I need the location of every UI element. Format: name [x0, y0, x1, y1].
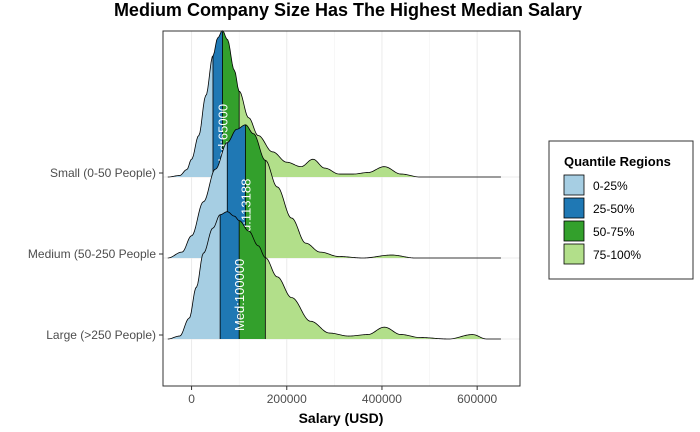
- legend-swatch: [563, 197, 585, 219]
- x-axis-title: Salary (USD): [299, 410, 384, 426]
- legend-swatch: [563, 174, 585, 196]
- quantile-region-4: [265, 257, 501, 339]
- legend-title: Quantile Regions: [564, 154, 671, 169]
- legend-label: 50-75%: [593, 225, 635, 239]
- quantile-region-2: [220, 211, 240, 339]
- y-tick-label: Large (>250 People): [46, 328, 156, 342]
- x-tick-label: 600000: [457, 392, 497, 406]
- density-outline: [167, 124, 501, 259]
- ridge-3: Med:100000: [167, 211, 501, 340]
- legend-label: 25-50%: [593, 202, 635, 216]
- y-tick-label: Medium (50-250 People: [28, 247, 156, 261]
- x-axis: 0 200000 400000 600000: [188, 386, 498, 406]
- legend-label: 75-100%: [593, 248, 641, 262]
- x-tick-label: 200000: [267, 392, 307, 406]
- median-label: Med:100000: [232, 259, 247, 331]
- quantile-region-3: [239, 220, 266, 339]
- quantile-region-3: [245, 124, 266, 258]
- y-axis: Small (0-50 People) Medium (50-250 People…: [28, 166, 163, 342]
- legend-label: 0-25%: [593, 179, 628, 193]
- x-tick-label: 400000: [362, 392, 402, 406]
- quantile-region-2: [212, 30, 223, 178]
- plot-panel-border: [162, 30, 521, 387]
- quantile-region-4: [265, 160, 501, 258]
- density-outline: [167, 211, 501, 340]
- x-tick-label: 0: [188, 392, 195, 406]
- legend-swatch: [563, 243, 585, 265]
- quantile-region-1: [167, 55, 213, 177]
- legend: Quantile Regions 0-25% 25-50% 50-75% 75-100…: [548, 140, 694, 280]
- y-tick-label: Small (0-50 People): [50, 166, 156, 180]
- chart-title: Medium Company Size Has The Highest Medi…: [114, 0, 582, 20]
- legend-swatch: [563, 220, 585, 242]
